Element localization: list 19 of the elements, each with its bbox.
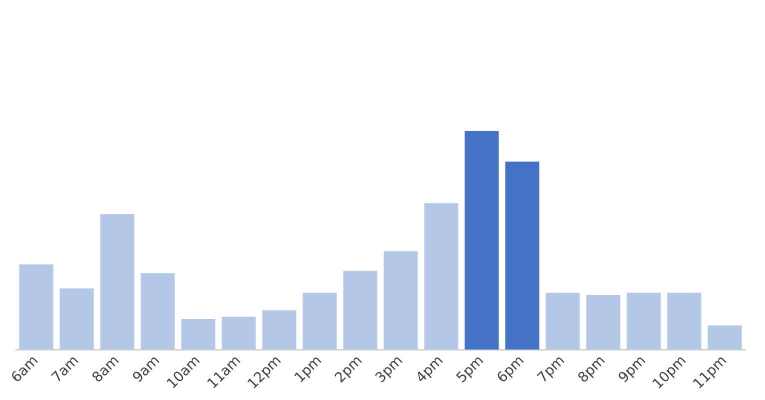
bar (343, 270, 378, 350)
bar (667, 292, 702, 350)
bar (626, 292, 661, 350)
bar (424, 203, 458, 350)
bar (262, 310, 296, 350)
bar (546, 292, 580, 350)
bar (302, 292, 337, 350)
bar (19, 264, 54, 350)
bar (464, 131, 499, 350)
bar (181, 318, 216, 350)
bar (505, 162, 540, 350)
bar (140, 273, 175, 350)
bar (708, 326, 742, 350)
bar (222, 316, 256, 350)
bar (60, 288, 94, 350)
x-tick-label: 6am (8, 352, 42, 386)
bar (100, 214, 134, 350)
bar (384, 251, 418, 350)
bar (586, 294, 620, 350)
